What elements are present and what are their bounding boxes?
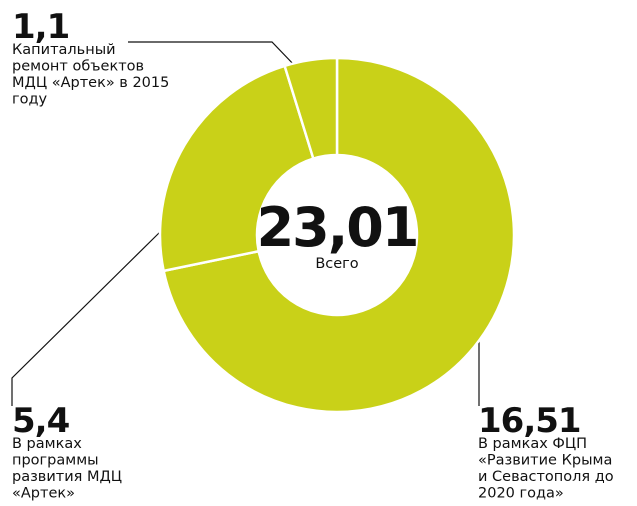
value-label: 16,51 xyxy=(478,401,581,441)
value-label: 5,4 xyxy=(12,401,70,441)
category-label: В рамках ФЦП xyxy=(478,436,587,452)
category-label: 2020 года» xyxy=(478,486,564,502)
donut-slice xyxy=(158,64,315,273)
category-label: ремонт объектов xyxy=(12,59,144,75)
category-label: Капитальный xyxy=(12,42,116,58)
category-label: В рамках xyxy=(12,436,82,452)
donut-slice xyxy=(283,56,339,161)
value-label: 1,1 xyxy=(12,7,69,47)
category-label: «Артек» xyxy=(12,486,75,502)
category-label: и Севастополя до xyxy=(478,469,614,485)
category-label: программы xyxy=(12,453,99,469)
category-label: МДЦ «Артек» в 2015 xyxy=(12,75,169,91)
category-label: году xyxy=(12,92,48,108)
total-value: 23,01 xyxy=(257,196,418,259)
category-label: развития МДЦ xyxy=(12,469,122,485)
donut-slice xyxy=(162,56,516,414)
leader-line xyxy=(11,231,161,406)
category-label: «Развитие Крыма xyxy=(478,453,612,469)
donut xyxy=(158,56,516,414)
leader-line xyxy=(128,41,298,69)
total-caption: Всего xyxy=(315,256,358,272)
